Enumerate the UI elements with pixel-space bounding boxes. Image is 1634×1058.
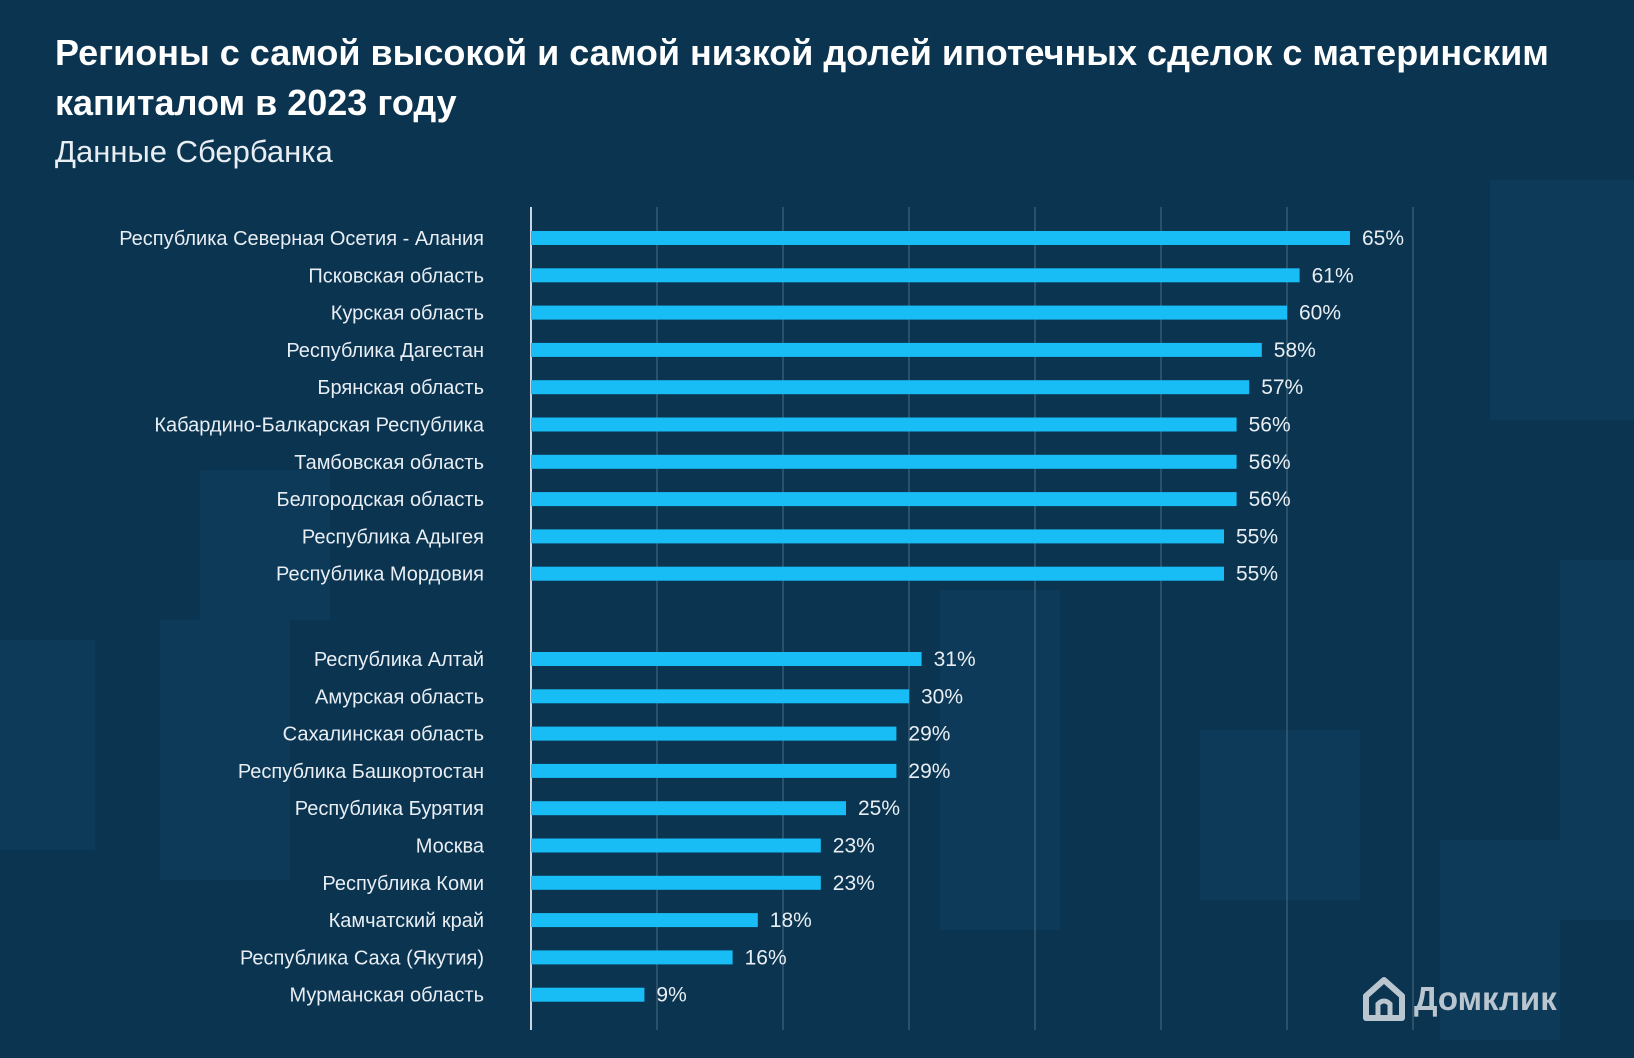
value-label: 9%	[656, 984, 686, 1007]
category-label: Республика Мордовия	[276, 564, 484, 586]
value-label: 31%	[934, 648, 976, 671]
value-label: 16%	[745, 946, 787, 969]
background-decoration	[200, 470, 330, 620]
brand-logo: Домклик	[1362, 976, 1557, 1022]
bar	[531, 380, 1250, 395]
bar	[531, 875, 821, 890]
category-label: Белгородская область	[277, 489, 484, 511]
bar	[531, 652, 922, 666]
value-label: 55%	[1236, 525, 1278, 548]
bar	[531, 305, 1287, 320]
bar	[531, 529, 1224, 544]
bar	[531, 492, 1237, 507]
bar	[531, 566, 1224, 581]
category-label: Республика Бурятия	[295, 798, 484, 820]
bar	[531, 987, 645, 1002]
category-label: Брянская область	[317, 377, 484, 399]
category-label: Республика Северная Осетия - Алания	[119, 228, 484, 250]
category-label: Республика Коми	[322, 873, 484, 895]
bar	[531, 689, 909, 704]
background-decoration	[1490, 180, 1634, 420]
category-label: Тамбовская область	[294, 452, 484, 474]
bar	[531, 726, 897, 741]
value-label: 55%	[1236, 563, 1278, 586]
category-label: Курская область	[331, 303, 484, 325]
value-label: 57%	[1261, 376, 1303, 399]
bar	[531, 231, 1350, 245]
value-label: 56%	[1249, 451, 1291, 474]
category-label: Сахалинская область	[283, 724, 484, 746]
value-label: 25%	[858, 797, 900, 820]
value-label: 56%	[1249, 414, 1291, 437]
chart-title: Регионы с самой высокой и самой низкой д…	[55, 32, 1549, 123]
bar	[531, 838, 821, 853]
bar	[531, 801, 846, 816]
logo-text: Домклик	[1414, 980, 1557, 1017]
value-label: 58%	[1274, 339, 1316, 362]
category-label: Республика Дагестан	[286, 340, 484, 362]
bar	[531, 268, 1300, 283]
category-label: Республика Алтай	[314, 649, 484, 671]
category-label: Республика Адыгея	[302, 526, 484, 548]
value-label: 61%	[1312, 264, 1354, 287]
house-logo-icon	[1363, 977, 1405, 1021]
bar	[531, 913, 758, 928]
background-decoration	[0, 640, 95, 850]
category-label: Псковская область	[308, 265, 484, 287]
value-label: 60%	[1299, 302, 1341, 325]
background-decoration	[1440, 840, 1560, 1040]
value-label: 56%	[1249, 488, 1291, 511]
value-label: 18%	[770, 909, 812, 932]
category-label: Кабардино-Балкарская Республика	[154, 415, 485, 437]
category-label: Амурская область	[315, 686, 484, 708]
bar	[531, 417, 1237, 432]
background-decoration	[1560, 560, 1634, 920]
bar	[531, 763, 897, 778]
value-label: 65%	[1362, 227, 1404, 250]
bar	[531, 950, 733, 965]
background-decoration	[940, 590, 1060, 930]
background-decoration	[160, 620, 290, 880]
category-label: Республика Саха (Якутия)	[240, 947, 484, 969]
chart-subtitle: Данные Сбербанка	[55, 134, 333, 169]
bar	[531, 342, 1262, 357]
category-label: Москва	[416, 836, 485, 858]
value-label: 30%	[921, 685, 963, 708]
background-decoration	[1200, 730, 1360, 900]
value-label: 23%	[833, 835, 875, 858]
category-label: Мурманская область	[290, 985, 484, 1007]
category-label: Республика Башкортостан	[238, 761, 484, 783]
bar	[531, 454, 1237, 469]
value-label: 29%	[908, 760, 950, 783]
value-label: 23%	[833, 872, 875, 895]
value-label: 29%	[908, 723, 950, 746]
category-label: Камчатский край	[329, 910, 484, 932]
